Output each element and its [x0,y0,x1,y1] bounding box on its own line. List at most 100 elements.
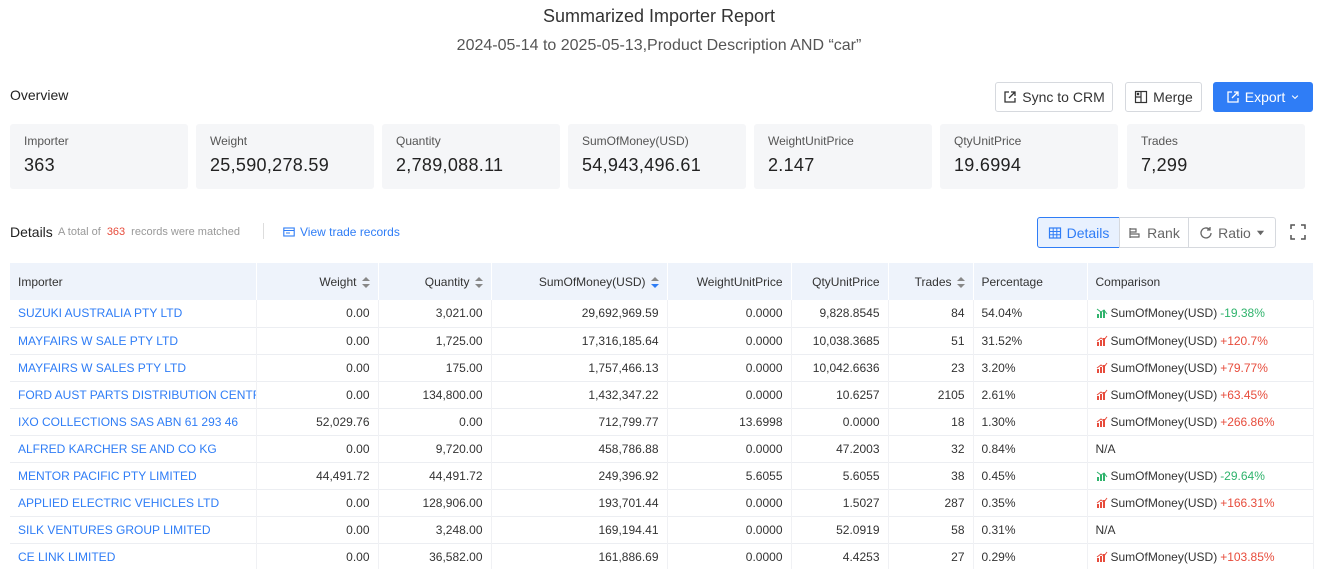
view-trade-records-label: View trade records [300,225,400,239]
report-title: Summarized Importer Report [542,6,776,26]
trend-up-icon [1096,497,1107,508]
importer-name-link[interactable]: APPLIED ELECTRIC VEHICLES LTD [10,489,257,516]
stat-label: Weight [210,134,248,148]
details-heading: Details [10,224,53,240]
importer-name-link[interactable]: IXO COLLECTIONS SAS ABN 61 293 46 [10,408,257,435]
importer-name-link[interactable]: ALFRED KARCHER SE AND CO KG [10,435,257,462]
table-row: APPLIED ELECTRIC VEHICLES LTD 0.00 128,906… [10,489,1314,516]
tab-ratio[interactable]: Ratio [1188,217,1276,248]
external-link-icon [1004,91,1016,103]
weight-unit-price-cell: 0.0000 [667,435,792,462]
column-header-sum-of-money[interactable]: SumOfMoney(USD) [491,263,668,300]
importer-name-link[interactable]: CE LINK LIMITED [10,543,257,569]
column-header-percentage: Percentage [973,263,1088,300]
percentage-cell: 2.61% [973,381,1088,408]
report-subtitle: 2024-05-14 to 2025-05-13,Product Descrip… [456,37,862,54]
column-header-weight[interactable]: Weight [256,263,379,300]
weight-cell: 0.00 [256,381,379,408]
quantity-cell: 128,906.00 [378,489,492,516]
sort-icon[interactable] [650,276,659,288]
sum-of-money-cell: 249,396.92 [491,462,668,489]
percentage-cell: 0.31% [973,516,1088,543]
overview-heading: Overview [10,87,69,103]
trend-up-icon [1096,416,1107,427]
tab-details[interactable]: Details [1037,217,1120,248]
stat-label: QtyUnitPrice [954,134,1022,148]
sort-icon[interactable] [474,276,483,288]
quantity-cell: 0.00 [378,408,492,435]
column-header-importer: Importer [10,263,257,300]
table-icon [1048,226,1061,239]
percentage-cell: 54.04% [973,300,1088,327]
comparison-change: +266.86% [1220,414,1275,429]
fullscreen-icon[interactable] [1290,224,1306,240]
weight-unit-price-cell: 0.0000 [667,327,792,354]
weight-cell: 0.00 [256,489,379,516]
weight-cell: 0.00 [256,435,379,462]
chevron-down-icon [1291,95,1299,100]
trend-up-icon [1096,389,1107,400]
importer-name-link[interactable]: MAYFAIRS W SALES PTY LTD [10,354,257,381]
importer-name-link[interactable]: MAYFAIRS W SALE PTY LTD [10,327,257,354]
weight-cell: 0.00 [256,543,379,569]
column-header-qty-unit-price: QtyUnitPrice [791,263,889,300]
percentage-cell: 0.84% [973,435,1088,462]
column-header-quantity[interactable]: Quantity [378,263,492,300]
sum-of-money-cell: 17,316,185.64 [491,327,668,354]
weight-unit-price-cell: 5.6055 [667,462,792,489]
sync-to-crm-label: Sync to CRM [1022,89,1105,105]
sync-to-crm-button[interactable]: Sync to CRM [995,82,1113,112]
importer-name-link[interactable]: MENTOR PACIFIC PTY LIMITED [10,462,257,489]
sort-icon[interactable] [361,276,370,288]
importer-name-link[interactable]: SILK VENTURES GROUP LIMITED [10,516,257,543]
table-row: SILK VENTURES GROUP LIMITED 0.00 3,248.00 1… [10,516,1314,543]
trades-cell: 287 [888,489,974,516]
percentage-cell: 31.52% [973,327,1088,354]
stat-card-quantity: Quantity 2,789,088.11 [382,124,560,189]
table-row: MAYFAIRS W SALES PTY LTD 0.00 175.00 1,757,… [10,354,1314,381]
trend-down-icon [1096,308,1107,319]
trades-cell: 18 [888,408,974,435]
export-button[interactable]: Export [1213,82,1313,112]
tab-rank[interactable]: Rank [1119,217,1189,248]
comparison-change: +103.85% [1220,549,1275,564]
quantity-cell: 175.00 [378,354,492,381]
table-row: ALFRED KARCHER SE AND CO KG 0.00 9,720.00 4… [10,435,1314,462]
merge-button[interactable]: Merge [1125,82,1202,112]
trades-cell: 84 [888,300,974,327]
quantity-cell: 3,248.00 [378,516,492,543]
trades-cell: 23 [888,354,974,381]
column-header-trades[interactable]: Trades [888,263,974,300]
sum-of-money-cell: 712,799.77 [491,408,668,435]
records-icon [283,227,295,237]
column-header-weight-unit-price: WeightUnitPrice [667,263,792,300]
view-trade-records-link[interactable]: View trade records [283,225,400,239]
table-row: MAYFAIRS W SALE PTY LTD 0.00 1,725.00 17,31… [10,327,1314,354]
quantity-cell: 44,491.72 [378,462,492,489]
importer-name-link[interactable]: SUZUKI AUSTRALIA PTY LTD [10,300,257,327]
comparison-cell: N/A [1087,516,1314,543]
importer-name-link[interactable]: FORD AUST PARTS DISTRIBUTION CENTR [10,381,257,408]
weight-unit-price-cell: 0.0000 [667,543,792,569]
percentage-cell: 1.30% [973,408,1088,435]
sum-of-money-cell: 29,692,969.59 [491,300,668,327]
rank-icon [1129,227,1140,238]
qty-unit-price-cell: 52.0919 [791,516,889,543]
trend-up-icon [1096,551,1107,562]
trades-cell: 58 [888,516,974,543]
sort-icon[interactable] [956,276,965,288]
qty-unit-price-cell: 5.6055 [791,462,889,489]
qty-unit-price-cell: 10,038.3685 [791,327,889,354]
comparison-cell: N/A [1087,435,1314,462]
comparison-cell: SumOfMoney(USD) +63.45% [1087,381,1314,408]
trend-up-icon [1096,335,1107,346]
comparison-cell: SumOfMoney(USD) +266.86% [1087,408,1314,435]
comparison-cell: SumOfMoney(USD) +103.85% [1087,543,1314,569]
weight-cell: 44,491.72 [256,462,379,489]
quantity-cell: 3,021.00 [378,300,492,327]
weight-unit-price-cell: 0.0000 [667,300,792,327]
total-count: 363 [106,226,126,238]
table-row: MENTOR PACIFIC PTY LIMITED 44,491.72 44,49… [10,462,1314,489]
comparison-label: SumOfMoney(USD) [1110,360,1218,375]
table-header-row: Importer Weight Quantity SumOfMoney(USD)… [10,263,1314,300]
